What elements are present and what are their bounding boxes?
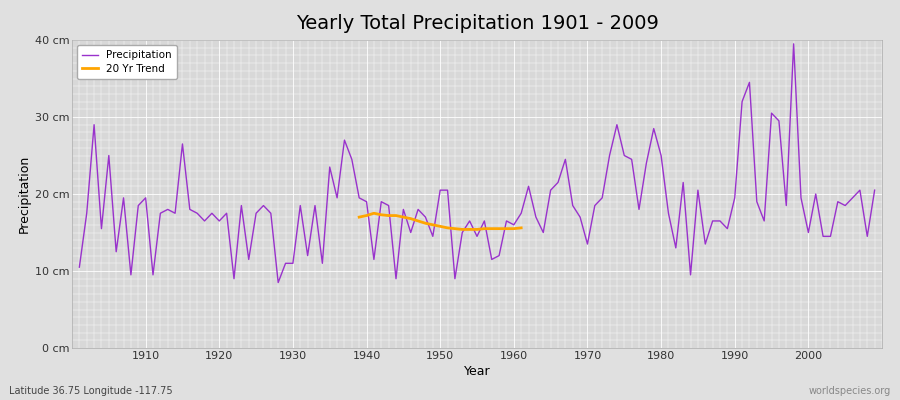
Precipitation <box>273 280 284 285</box>
Y-axis label: Precipitation: Precipitation <box>17 155 31 233</box>
20 Yr Trend <box>354 215 364 220</box>
20 Yr Trend <box>428 222 438 227</box>
20 Yr Trend <box>501 226 512 231</box>
20 Yr Trend <box>420 221 431 226</box>
20 Yr Trend <box>516 226 526 230</box>
X-axis label: Year: Year <box>464 365 490 378</box>
20 Yr Trend <box>449 226 460 231</box>
Precipitation <box>133 203 144 208</box>
20 Yr Trend <box>472 227 482 232</box>
Line: 20 Yr Trend: 20 Yr Trend <box>359 213 521 230</box>
20 Yr Trend <box>398 215 409 220</box>
Text: Latitude 36.75 Longitude -117.75: Latitude 36.75 Longitude -117.75 <box>9 386 173 396</box>
Precipitation <box>302 253 313 258</box>
Title: Yearly Total Precipitation 1901 - 2009: Yearly Total Precipitation 1901 - 2009 <box>295 14 659 33</box>
Precipitation <box>516 211 526 216</box>
20 Yr Trend <box>376 212 387 217</box>
20 Yr Trend <box>479 226 490 231</box>
20 Yr Trend <box>486 226 497 231</box>
Text: worldspecies.org: worldspecies.org <box>809 386 891 396</box>
Precipitation <box>74 265 85 270</box>
20 Yr Trend <box>368 211 379 216</box>
Precipitation <box>346 157 357 162</box>
20 Yr Trend <box>435 224 446 229</box>
Precipitation <box>869 188 880 192</box>
Line: Precipitation: Precipitation <box>79 44 875 282</box>
20 Yr Trend <box>391 213 401 218</box>
Legend: Precipitation, 20 Yr Trend: Precipitation, 20 Yr Trend <box>77 45 177 79</box>
Precipitation <box>508 222 519 227</box>
20 Yr Trend <box>442 226 453 230</box>
20 Yr Trend <box>413 218 424 223</box>
20 Yr Trend <box>508 226 519 231</box>
20 Yr Trend <box>464 227 475 232</box>
Precipitation <box>788 42 799 46</box>
20 Yr Trend <box>383 213 394 218</box>
20 Yr Trend <box>494 226 505 231</box>
Precipitation <box>604 153 615 158</box>
20 Yr Trend <box>457 227 468 232</box>
20 Yr Trend <box>361 213 372 218</box>
20 Yr Trend <box>405 216 416 221</box>
